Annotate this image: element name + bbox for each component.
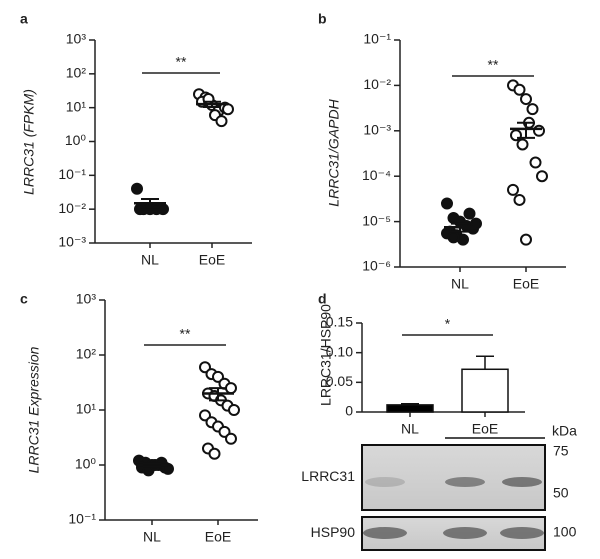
y-tick-label: 10⁻¹ — [363, 31, 391, 47]
data-point — [222, 103, 234, 116]
data-point — [513, 193, 526, 206]
y-tick-label: 10⁻² — [58, 200, 86, 216]
blot-label: HSP90 — [311, 524, 356, 540]
mw-marker: 75 — [553, 443, 569, 459]
y-tick-label: 10⁻⁶ — [362, 258, 391, 274]
y-tick-label: 10⁰ — [75, 456, 97, 472]
x-tick-label: NL — [143, 529, 161, 545]
x-tick-label: EoE — [199, 252, 225, 268]
y-tick-label: 10⁻³ — [363, 122, 391, 138]
data-point — [533, 124, 545, 137]
y-tick-label: 10⁻⁵ — [362, 212, 391, 228]
data-point — [215, 115, 228, 128]
x-tick-label: NL — [451, 276, 469, 292]
bar — [461, 368, 509, 413]
data-point — [457, 233, 469, 246]
blot-unit: kDa — [552, 423, 577, 439]
significance-label: * — [445, 316, 451, 332]
mw-marker: 100 — [553, 524, 577, 540]
mw-marker: 50 — [553, 485, 569, 501]
data-point — [529, 156, 542, 169]
data-point — [131, 182, 143, 195]
y-tick-label: 10⁻⁴ — [362, 167, 391, 183]
y-tick-label: 10³ — [66, 31, 87, 47]
panel-letter: b — [318, 11, 327, 27]
y-axis-label: LRRC31 (FPKM) — [21, 89, 37, 195]
x-tick-label: NL — [401, 421, 419, 437]
data-point — [441, 197, 453, 210]
blot-band — [500, 527, 544, 539]
bar — [386, 404, 434, 413]
data-point — [225, 382, 237, 395]
data-point — [208, 447, 221, 460]
data-point — [447, 231, 460, 244]
data-point — [520, 233, 532, 246]
data-point — [520, 93, 532, 106]
blot-band — [445, 477, 485, 487]
data-point — [536, 170, 548, 183]
blot-band — [365, 477, 405, 487]
x-tick-label: EoE — [205, 529, 231, 545]
panel-letter: c — [20, 291, 28, 307]
y-tick-label: 10¹ — [76, 401, 97, 417]
y-tick-label: 10² — [76, 346, 97, 362]
x-tick-label: NL — [141, 252, 159, 268]
y-tick-label: 0 — [345, 403, 353, 419]
significance-label: ** — [176, 54, 187, 70]
data-point — [516, 138, 529, 151]
data-point — [228, 404, 240, 416]
y-tick-label: 10⁻¹ — [58, 166, 86, 182]
y-tick-label: 10⁻³ — [58, 234, 86, 250]
y-tick-label: 10² — [66, 65, 87, 81]
data-point — [157, 203, 169, 216]
panel-letter: d — [318, 291, 327, 307]
blot-band — [502, 477, 542, 487]
y-tick-label: 10⁻² — [363, 76, 391, 92]
x-tick-label: EoE — [472, 421, 498, 437]
blot-band — [363, 527, 407, 539]
y-tick-label: 0.15 — [326, 314, 353, 330]
y-tick-label: 10¹ — [66, 98, 87, 114]
y-tick-label: 0.05 — [326, 373, 353, 389]
data-point — [513, 83, 526, 96]
data-point — [526, 103, 539, 116]
blot-label: LRRC31 — [301, 468, 355, 484]
panel-letter: a — [20, 11, 28, 27]
y-tick-label: 0.10 — [326, 343, 353, 359]
data-point — [507, 183, 519, 196]
y-axis-label: LRRC31/GAPDH — [326, 98, 342, 206]
x-tick-label: EoE — [513, 276, 539, 292]
y-axis-label: LRRC31 Expression — [26, 346, 42, 473]
y-axis-label: LRRC31/HSP90 — [318, 304, 334, 406]
significance-label: ** — [488, 57, 499, 73]
significance-label: ** — [180, 326, 191, 342]
y-tick-label: 10⁰ — [65, 132, 87, 148]
y-tick-label: 10⁻¹ — [68, 511, 96, 527]
data-point — [225, 432, 237, 445]
blot-band — [443, 527, 487, 539]
y-tick-label: 10³ — [76, 291, 97, 307]
data-point — [463, 207, 476, 220]
